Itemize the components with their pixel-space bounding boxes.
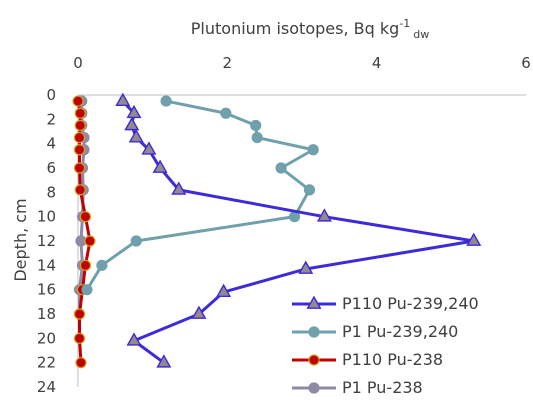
series-point [84,235,96,247]
series-point [74,119,86,132]
series-point [81,284,93,296]
series-point [124,116,140,131]
legend: P110 Pu-239,240 P1 Pu-239,240 P110 Pu-238 P… [292,294,479,397]
legend-marker [308,382,320,394]
x-tick-label: 2 [223,54,233,72]
legend-item: P1 Pu-238 [292,378,423,397]
series-point [220,107,232,119]
series-point [130,235,142,247]
series-point [466,232,482,246]
series-point [73,144,86,156]
y-tick-label: 6 [46,159,56,177]
series-point [75,357,87,369]
legend-label: P1 Pu-238 [342,378,423,397]
chart-title-superscript: -1 [399,17,410,30]
series-point [275,162,287,174]
series-1 [115,92,482,368]
legend-marker [306,295,322,309]
x-tick-label: 0 [73,54,83,72]
series-line [85,99,315,291]
series-point [307,144,319,156]
series-point [74,184,86,196]
series-point [316,208,332,222]
series-point [216,283,232,297]
x-tick-label: 6 [521,54,531,72]
series-point [128,129,144,143]
series-point [251,131,263,144]
y-tick-label: 4 [46,135,56,153]
series-point [74,107,86,119]
legend-label: P1 Pu-239,240 [342,322,458,341]
series-3 [72,95,96,369]
y-axis-label: Depth, cm [11,198,30,281]
legend-item: P110 Pu-238 [292,350,443,369]
series-point [126,332,142,346]
legend-marker [308,326,320,338]
chart-title: Plutonium isotopes, Bq kg-1dw [191,17,429,41]
series-point [126,104,142,119]
y-tick-label: 0 [46,86,56,104]
legend-label: P110 Pu-238 [342,350,443,369]
series-point [79,259,92,271]
series-point [160,95,172,107]
series-point [73,308,86,320]
series-point [191,305,207,319]
y-tick-label: 22 [37,354,56,372]
series-point [96,259,108,271]
series-point [152,159,168,173]
series-point [303,184,316,196]
x-axis-ticks: 0 2 4 6 [73,54,531,72]
series-point [115,92,131,106]
chart-title-text: Plutonium isotopes, Bq kg [191,19,399,38]
series-2 [81,95,319,296]
y-tick-label: 14 [37,256,56,274]
y-tick-label: 20 [37,329,56,347]
legend-item: P1 Pu-239,240 [292,322,458,341]
legend-label: P110 Pu-239,240 [342,294,479,313]
y-tick-label: 12 [37,232,56,250]
legend-marker [308,354,320,366]
legend-item: P110 Pu-239,240 [292,294,479,313]
series-point [73,162,86,174]
y-tick-label: 8 [46,183,56,201]
y-tick-label: 10 [37,208,56,226]
y-tick-label: 2 [46,110,56,128]
series-point [79,211,92,223]
series-point [171,181,187,195]
series-point [73,131,86,144]
series-point [73,332,86,344]
series-point [72,95,84,107]
series-point [156,354,172,368]
y-tick-label: 24 [37,378,56,396]
y-tick-label: 18 [37,305,56,323]
series-point [141,141,157,155]
x-tick-label: 4 [372,54,382,72]
y-tick-label: 16 [37,281,56,299]
series-point [250,119,262,132]
series-layer [72,92,482,369]
series-point [298,260,314,274]
chart-title-subscript: dw [413,28,429,41]
